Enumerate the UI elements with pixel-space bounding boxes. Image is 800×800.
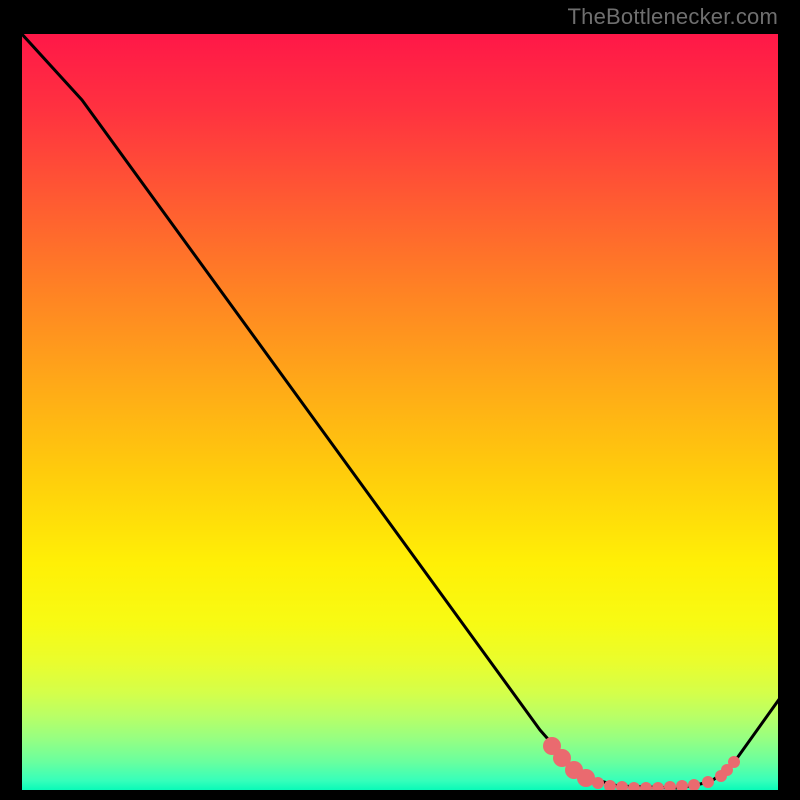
chart-svg (20, 32, 780, 792)
bottleneck-chart (20, 32, 780, 792)
watermark-text: TheBottlenecker.com (568, 4, 778, 30)
